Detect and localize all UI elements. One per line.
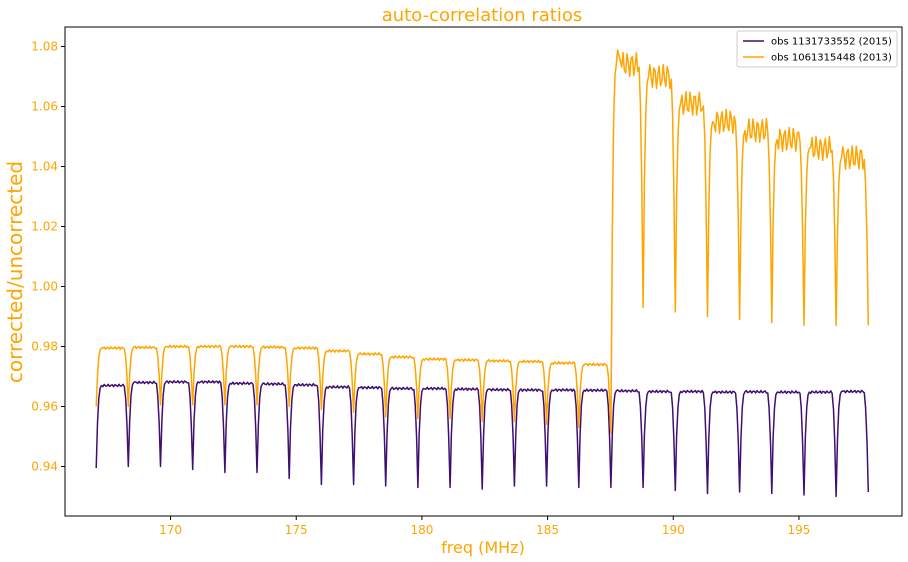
chart-title: auto-correlation ratios [382, 5, 583, 26]
legend-label-2013: obs 1061315448 (2013) [771, 53, 892, 64]
legend: obs 1131733552 (2015) obs 1061315448 (20… [736, 30, 898, 68]
x-axis-ticks: 170 175 180 185 190 195 [159, 516, 810, 537]
y-axis-label: corrected/uncorrected [3, 161, 27, 383]
y-tick-label: 1.04 [31, 160, 58, 174]
y-tick-label: 1.06 [31, 100, 58, 114]
y-tick-label: 0.94 [31, 460, 58, 474]
x-tick-label: 170 [159, 523, 182, 537]
series-line-2013 [95, 49, 870, 435]
y-axis-ticks: 0.94 0.96 0.98 1.00 1.02 1.04 1.06 1.08 [31, 40, 65, 474]
x-tick-label: 195 [787, 523, 810, 537]
series-line-2015 [95, 379, 870, 498]
x-tick-label: 190 [662, 523, 685, 537]
x-tick-label: 175 [285, 523, 308, 537]
x-tick-label: 185 [536, 523, 559, 537]
legend-box [736, 30, 898, 68]
y-tick-label: 0.98 [31, 340, 58, 354]
y-tick-label: 1.08 [31, 40, 58, 54]
plot-area [64, 26, 903, 517]
y-tick-label: 1.00 [31, 280, 58, 294]
legend-label-2015: obs 1131733552 (2015) [771, 37, 892, 48]
x-tick-label: 180 [410, 523, 433, 537]
series-layer [95, 49, 870, 498]
y-tick-label: 0.96 [31, 400, 58, 414]
x-axis-label: freq (MHz) [441, 538, 525, 557]
y-tick-label: 1.02 [31, 220, 58, 234]
